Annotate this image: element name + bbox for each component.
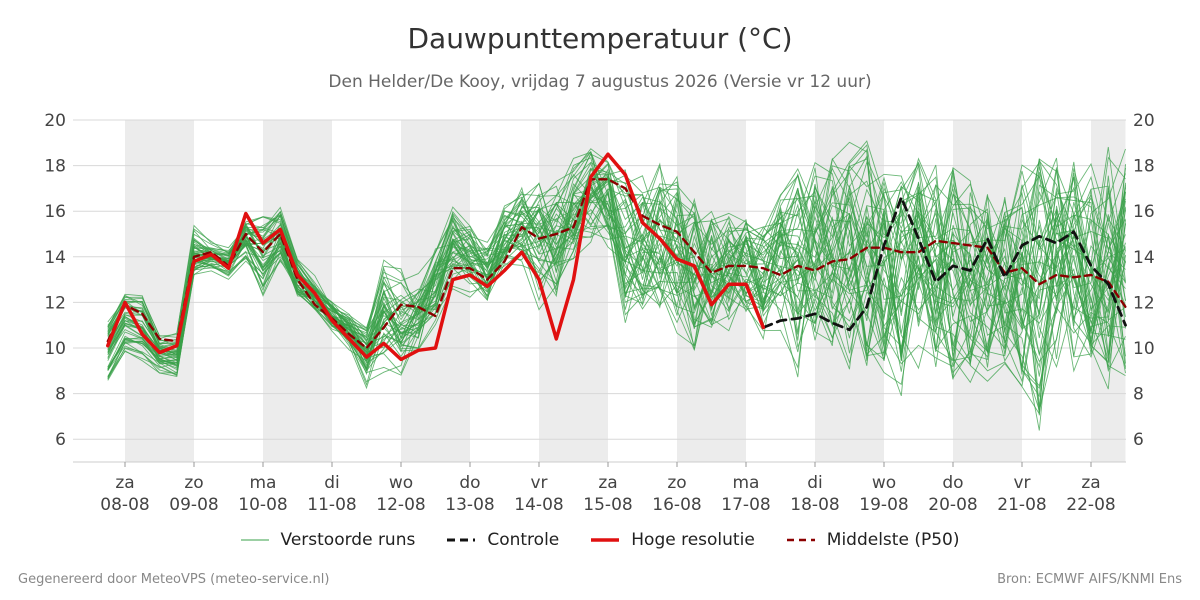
- legend-swatch-perturbed: [240, 539, 269, 541]
- ensemble-member-line: [107, 157, 1126, 384]
- legend-swatch-highres: [591, 538, 620, 542]
- x-tick-day: do: [459, 473, 480, 493]
- y-tick-label-left: 10: [44, 339, 66, 359]
- ensemble-member-line: [107, 162, 1126, 375]
- y-tick-label-left: 16: [44, 202, 66, 222]
- x-tick-day: ma: [250, 473, 277, 493]
- y-tick-label-right: 10: [1133, 339, 1155, 359]
- legend-label-control: Controle: [487, 530, 560, 550]
- x-tick-date: 18-08: [790, 495, 839, 515]
- ensemble-member-line: [107, 148, 1126, 372]
- ensemble-runs: [107, 140, 1126, 431]
- x-tick-day: do: [942, 473, 963, 493]
- series-line-hoge-resolutie: [106, 152, 766, 362]
- x-tick-date: 17-08: [721, 495, 770, 515]
- footer-source: Bron: ECMWF AIFS/KNMI Ens: [997, 572, 1182, 587]
- x-tick-day: ma: [733, 473, 760, 493]
- chart-title: Dauwpunttemperatuur (°C): [407, 22, 793, 55]
- legend-swatch-median: [786, 538, 815, 542]
- x-axis: za08-08zo09-08ma10-08di11-08wo12-08do13-…: [100, 462, 1116, 515]
- chart-subtitle: Den Helder/De Kooy, vrijdag 7 augustus 2…: [328, 72, 872, 92]
- y-tick-label-right: 12: [1133, 293, 1155, 313]
- y-tick-label-right: 20: [1133, 111, 1155, 131]
- x-tick-date: 10-08: [238, 495, 287, 515]
- x-tick-date: 22-08: [1066, 495, 1115, 515]
- legend-item-control[interactable]: Controle: [447, 530, 559, 550]
- x-tick-date: 11-08: [307, 495, 356, 515]
- x-tick-date: 15-08: [583, 495, 632, 515]
- x-tick-day: di: [807, 473, 823, 493]
- chart-legend: Verstoorde runs Controle Hoge resolutie …: [0, 530, 1200, 550]
- x-tick-day: za: [1081, 473, 1100, 493]
- x-tick-day: vr: [1013, 473, 1030, 493]
- y-tick-label-right: 6: [1133, 430, 1144, 450]
- legend-item-highres[interactable]: Hoge resolutie: [591, 530, 755, 550]
- x-tick-date: 21-08: [997, 495, 1046, 515]
- legend-item-median[interactable]: Middelste (P50): [786, 530, 960, 550]
- x-tick-date: 09-08: [169, 495, 218, 515]
- x-tick-date: 19-08: [859, 495, 908, 515]
- ensemble-member-line: [107, 152, 1126, 358]
- y-tick-label-left: 8: [55, 385, 66, 405]
- footer-generator: Gegenereerd door MeteoVPS (meteo-service…: [18, 572, 330, 587]
- ensemble-member-line: [107, 159, 1126, 374]
- ensemble-member-line: [107, 155, 1126, 398]
- ensemble-member-line: [107, 169, 1126, 376]
- ensemble-member-line: [107, 168, 1126, 380]
- y-tick-label-left: 18: [44, 157, 66, 177]
- y-tick-label-left: 6: [55, 430, 66, 450]
- ensemble-member-line: [107, 186, 1126, 416]
- legend-label-median: Middelste (P50): [826, 530, 960, 550]
- legend-label-highres: Hoge resolutie: [631, 530, 755, 550]
- x-tick-date: 20-08: [928, 495, 977, 515]
- y-tick-label-left: 12: [44, 293, 66, 313]
- x-tick-day: zo: [184, 473, 203, 493]
- legend-swatch-control: [447, 538, 476, 542]
- x-tick-date: 08-08: [100, 495, 149, 515]
- x-tick-day: wo: [389, 473, 413, 493]
- y-tick-label-right: 8: [1133, 385, 1144, 405]
- day-band: [125, 120, 194, 462]
- x-tick-day: di: [324, 473, 340, 493]
- y-axis-left: 6 8 10 12 14 16 18 20: [44, 111, 66, 450]
- y-axis-right: 6 8 10 12 14 16 18 20: [1133, 111, 1155, 450]
- y-tick-label-right: 16: [1133, 202, 1155, 222]
- legend-item-perturbed[interactable]: Verstoorde runs: [240, 530, 416, 550]
- series-line-controle: [761, 196, 1127, 332]
- ensemble-member-line: [107, 166, 1126, 353]
- ensemble-member-line: [107, 151, 1126, 355]
- legend-label-perturbed: Verstoorde runs: [280, 530, 416, 550]
- ensemble-member-line: [107, 174, 1126, 370]
- y-tick-label-left: 14: [44, 248, 66, 268]
- x-tick-day: za: [115, 473, 134, 493]
- x-tick-day: vr: [530, 473, 547, 493]
- x-tick-date: 13-08: [445, 495, 494, 515]
- y-tick-label-right: 14: [1133, 248, 1155, 268]
- x-tick-day: wo: [872, 473, 896, 493]
- x-tick-date: 12-08: [376, 495, 425, 515]
- ensemble-member-line: [107, 169, 1126, 377]
- series-line-middelste-p50: [106, 178, 1127, 350]
- y-tick-label-right: 18: [1133, 157, 1155, 177]
- x-tick-day: zo: [667, 473, 686, 493]
- x-tick-date: 14-08: [514, 495, 563, 515]
- x-tick-day: za: [598, 473, 617, 493]
- main-series: [106, 152, 1127, 362]
- x-tick-date: 16-08: [652, 495, 701, 515]
- y-tick-label-left: 20: [44, 111, 66, 131]
